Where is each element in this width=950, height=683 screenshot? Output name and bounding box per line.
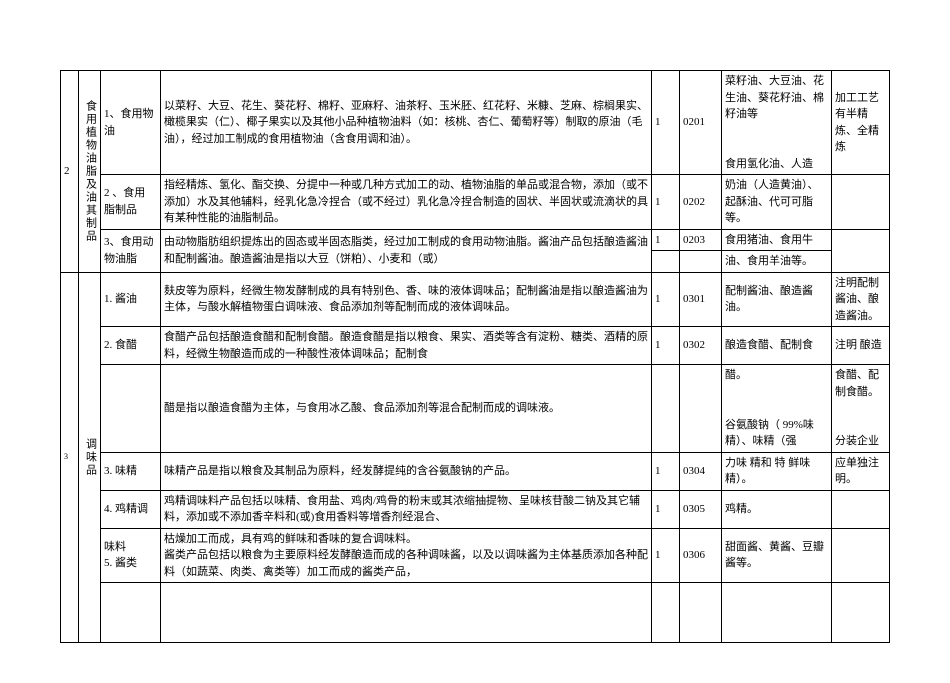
note-cell: 食醋、配制食醋。分装企业 xyxy=(832,365,890,453)
sub-label: 4. 鸡精调 xyxy=(101,490,161,528)
note-cell xyxy=(832,490,890,528)
desc-cell: 鸡精调味料产品包括以味精、食用盐、鸡肉/鸡骨的粉末或其浓缩抽提物、呈味核苷酸二钠… xyxy=(161,490,652,528)
sub-label: 3、食用动物油脂 xyxy=(101,229,161,272)
table-row: 3、食用动物油脂 由动物脂肪组织提炼出的固态或半固态脂类，经过加工制成的食用动物… xyxy=(61,229,890,251)
code-cell: 0202 xyxy=(680,175,722,230)
group-category: 食用植物油脂及油其制品 xyxy=(79,71,101,273)
n1-cell xyxy=(652,365,680,453)
prod-cell: 鸡精。 xyxy=(722,490,832,528)
table-row: 2 食用植物油脂及油其制品 1、食用物油 以菜籽、大豆、花生、葵花籽、棉籽、亚麻… xyxy=(61,71,890,175)
prod-cell: 酿造食醋、配制食 xyxy=(722,327,832,365)
n1-cell xyxy=(652,251,680,273)
prod-cell: 醋。谷氨酸钠（ 99%味精）、味精（强 xyxy=(722,365,832,453)
n1-cell: 1 xyxy=(652,71,680,175)
desc-cell: 由动物脂肪组织提炼出的固态或半固态脂类，经过加工制成的食用动物油脂。酱油产品包括… xyxy=(161,229,652,272)
note-cell: 应单独注明。 xyxy=(832,452,890,490)
prod-cell: 配制酱油、酿造酱油。 xyxy=(722,272,832,327)
sub-label: 3. 味精 xyxy=(101,452,161,490)
prod-cell: 奶油（人造黄油）、起酥油、代可可脂等。 xyxy=(722,175,832,230)
note-cell xyxy=(832,583,890,643)
sub-label: 味料5. 酱类 xyxy=(101,528,161,583)
note-cell xyxy=(832,175,890,230)
table-row: 4. 鸡精调 鸡精调味料产品包括以味精、食用盐、鸡肉/鸡骨的粉末或其浓缩抽提物、… xyxy=(61,490,890,528)
sub-label xyxy=(101,583,161,643)
note-cell: 注明配制酱油、酿造酱油。 xyxy=(832,272,890,327)
code-cell: 0302 xyxy=(680,327,722,365)
table-row: 醋是指以酿造食醋为主体，与食用冰乙酸、食品添加剂等混合配制而成的调味液。 醋。谷… xyxy=(61,365,890,453)
prod-cell: 食用猪油、食用牛 xyxy=(722,229,832,251)
prod-cell xyxy=(722,583,832,643)
category-label: 食用植物油脂及油其制品 xyxy=(82,100,99,243)
sub-label: 1、食用物油 xyxy=(101,71,161,175)
desc-cell xyxy=(161,583,652,643)
food-categories-table: 2 食用植物油脂及油其制品 1、食用物油 以菜籽、大豆、花生、葵花籽、棉籽、亚麻… xyxy=(60,70,890,643)
code-cell: 0201 xyxy=(680,71,722,175)
desc-cell: 食醋产品包括酿造食醋和配制食醋。酿造食醋是指以粮食、果实、酒类等含有淀粉、糖类、… xyxy=(161,327,652,365)
code-cell: 0203 xyxy=(680,229,722,251)
desc-cell: 麸皮等为原料，经微生物发酵制成的具有特别色、香、味的液体调味品；配制酱油是指以酿… xyxy=(161,272,652,327)
note-cell: 加工工艺有半精炼、全精炼 xyxy=(832,71,890,175)
code-cell xyxy=(680,583,722,643)
n1-cell: 1 xyxy=(652,175,680,230)
code-cell: 0306 xyxy=(680,528,722,583)
desc-cell: 味精产品是指以粮食及其制品为原料，经发酵提纯的含谷氨酸钠的产品。 xyxy=(161,452,652,490)
n1-cell xyxy=(652,583,680,643)
note-cell xyxy=(832,528,890,583)
prod-cell: 甜面酱、黄酱、豆瓣酱等。 xyxy=(722,528,832,583)
code-cell: 0305 xyxy=(680,490,722,528)
desc-cell: 醋是指以酿造食醋为主体，与食用冰乙酸、食品添加剂等混合配制而成的调味液。 xyxy=(161,365,652,453)
n1-cell: 1 xyxy=(652,229,680,251)
n1-cell: 1 xyxy=(652,327,680,365)
table-row: 3 调味品 1. 酱油 麸皮等为原料，经微生物发酵制成的具有特别色、香、味的液体… xyxy=(61,272,890,327)
n1-cell: 1 xyxy=(652,272,680,327)
table-row: 3. 味精 味精产品是指以粮食及其制品为原料，经发酵提纯的含谷氨酸钠的产品。 1… xyxy=(61,452,890,490)
n1-cell: 1 xyxy=(652,490,680,528)
prod-cell: 油、食用羊油等。 xyxy=(722,251,832,273)
desc-cell: 枯燥加工而成，具有鸡的鲜味和香味的复合调味料。酱类产品包括以粮食为主要原料经发酵… xyxy=(161,528,652,583)
group-category: 调味品 xyxy=(79,272,101,643)
n1-cell: 1 xyxy=(652,528,680,583)
desc-cell: 指经精炼、氢化、酯交换、分提中一种或几种方式加工的动、植物油脂的单品或混合物，添… xyxy=(161,175,652,230)
note-cell xyxy=(832,229,890,272)
sub-label: 1. 酱油 xyxy=(101,272,161,327)
table-row xyxy=(61,583,890,643)
sub-label: 2. 食醋 xyxy=(101,327,161,365)
group-index: 3 xyxy=(61,272,79,643)
note-cell: 注明 酿造 xyxy=(832,327,890,365)
code-cell xyxy=(680,365,722,453)
category-label: 调味品 xyxy=(82,438,99,477)
prod-cell: 菜籽油、大豆油、花生油、葵花籽油、棉籽油等食用氢化油、人造 xyxy=(722,71,832,175)
sub-label: 2 、食用脂制品 xyxy=(101,175,161,230)
table-row: 2. 食醋 食醋产品包括酿造食醋和配制食醋。酿造食醋是指以粮食、果实、酒类等含有… xyxy=(61,327,890,365)
group-index: 2 xyxy=(61,71,79,273)
code-cell xyxy=(680,251,722,273)
code-cell: 0304 xyxy=(680,452,722,490)
n1-cell: 1 xyxy=(652,452,680,490)
prod-cell: 力味 精和 特 鲜味精）。 xyxy=(722,452,832,490)
table-row: 2 、食用脂制品 指经精炼、氢化、酯交换、分提中一种或几种方式加工的动、植物油脂… xyxy=(61,175,890,230)
desc-cell: 以菜籽、大豆、花生、葵花籽、棉籽、亚麻籽、油茶籽、玉米胚、红花籽、米糠、芝麻、棕… xyxy=(161,71,652,175)
table-row: 味料5. 酱类 枯燥加工而成，具有鸡的鲜味和香味的复合调味料。酱类产品包括以粮食… xyxy=(61,528,890,583)
code-cell: 0301 xyxy=(680,272,722,327)
sub-label xyxy=(101,365,161,453)
